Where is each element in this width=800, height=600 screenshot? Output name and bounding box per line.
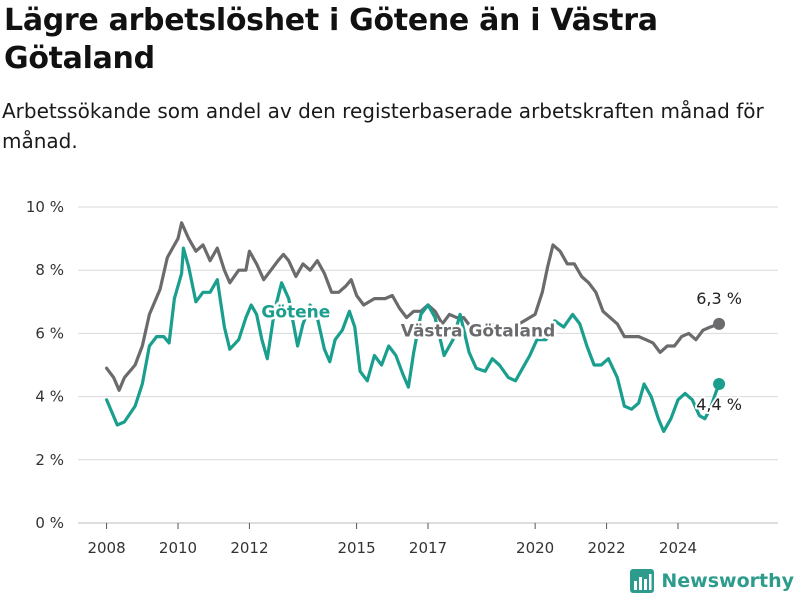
x-tick-label: 2017 bbox=[409, 539, 447, 557]
series-line-vastra-gotaland bbox=[105, 221, 721, 392]
series-label-gotene-halo: Götene bbox=[261, 303, 330, 323]
series-end-point bbox=[713, 317, 726, 330]
y-axis-ticks: 0 % 2 % 4 % 6 % 8 % 10 % bbox=[26, 198, 64, 532]
brand-name: Newsworthy bbox=[661, 570, 794, 592]
end-value-label: 4,4 % bbox=[696, 395, 742, 414]
end-value-label-halo: 4,4 % bbox=[696, 395, 742, 414]
y-tick-label: 0 % bbox=[35, 514, 64, 532]
x-tick-label: 2024 bbox=[659, 539, 697, 557]
series-line-gotene bbox=[105, 246, 721, 433]
newsworthy-chart-icon bbox=[630, 569, 655, 593]
chart-title: Lägre arbetslöshet i Götene än i Västra … bbox=[4, 3, 658, 76]
x-axis-ticks: 2008 2010 2012 2015 2017 2020 2022 2024 bbox=[87, 523, 697, 557]
x-tick-label: 2012 bbox=[230, 539, 268, 557]
series-label-gotene: Götene bbox=[261, 303, 330, 323]
x-tick-label: 2022 bbox=[587, 539, 625, 557]
end-value-label-halo: 6,3 % bbox=[696, 289, 742, 308]
x-tick-label: 2010 bbox=[159, 539, 197, 557]
series-end-point bbox=[713, 377, 726, 390]
y-tick-label: 6 % bbox=[35, 324, 64, 342]
series-label-vastra-gotaland: Västra Götaland bbox=[401, 322, 556, 342]
x-tick-label: 2015 bbox=[337, 539, 375, 557]
y-tick-label: 10 % bbox=[26, 198, 64, 216]
chart-subtitle: Arbetssökande som andel av den registerb… bbox=[2, 99, 764, 153]
end-value-label: 6,3 % bbox=[696, 289, 742, 308]
y-tick-label: 2 % bbox=[35, 451, 64, 469]
y-tick-label: 4 % bbox=[35, 388, 64, 406]
series-label-vastra-gotaland-halo: Västra Götaland bbox=[401, 322, 556, 342]
brand-logo: Newsworthy bbox=[629, 566, 794, 596]
x-tick-label: 2020 bbox=[516, 539, 554, 557]
series-lines bbox=[105, 221, 726, 433]
y-tick-label: 8 % bbox=[35, 261, 64, 279]
x-tick-label: 2008 bbox=[87, 539, 125, 557]
